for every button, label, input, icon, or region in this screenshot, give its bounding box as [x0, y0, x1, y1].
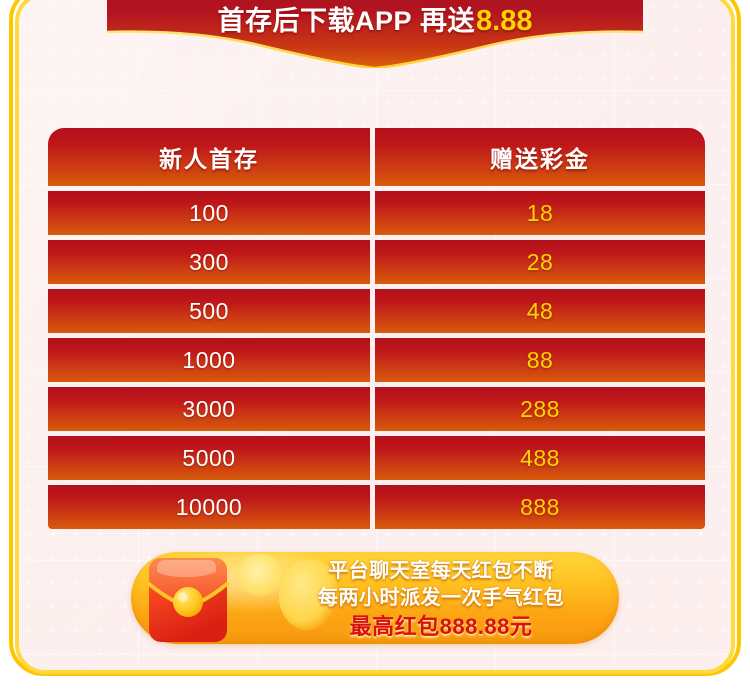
deposit-value: 300	[189, 248, 229, 275]
table-cell-deposit: 10000	[48, 485, 370, 529]
deposit-value: 10000	[175, 493, 243, 520]
pill-highlight-blob-small	[237, 554, 283, 596]
ribbon-shape-svg	[107, 0, 643, 68]
packet-line-1: 平台聊天室每天红包不断	[328, 559, 554, 582]
bonus-value: 88	[526, 346, 554, 373]
table-cell-bonus: 88	[375, 338, 705, 382]
packet-line-3: 最高红包888.88元	[349, 613, 533, 639]
table-cell-bonus: 888	[375, 485, 705, 529]
table-cell-deposit: 3000	[48, 387, 370, 431]
bonus-value: 28	[526, 248, 554, 275]
bonus-value: 888	[520, 493, 560, 520]
red-envelope-icon	[147, 558, 229, 642]
table-cell-deposit: 500	[48, 289, 370, 333]
prize-table: 新人首存 赠送彩金 100 18 300 28 500	[48, 128, 705, 529]
bonus-value: 48	[526, 297, 554, 324]
table-row: 100 18	[48, 191, 705, 235]
ribbon-bonus-amount: 8.88	[476, 5, 533, 37]
background-panel	[19, 0, 731, 670]
ribbon-title-suffix: 再送	[420, 6, 476, 36]
deposit-value: 1000	[182, 346, 236, 373]
bonus-value: 18	[526, 199, 554, 226]
table-cell-bonus: 18	[375, 191, 705, 235]
header-ribbon: 首存后下载APP 再送 8.88	[107, 0, 643, 68]
table-header-row: 新人首存 赠送彩金	[48, 128, 705, 186]
packet-text-block: 平台聊天室每天红包不断 每两小时派发一次手气红包 最高红包888.88元	[271, 556, 611, 642]
ribbon-title: 首存后下载APP 再送 8.88	[107, 0, 643, 44]
deposit-value: 100	[189, 199, 229, 226]
red-packet-banner: 平台聊天室每天红包不断 每两小时派发一次手气红包 最高红包888.88元	[131, 546, 619, 654]
deposit-value: 5000	[182, 444, 236, 471]
table-header-bonus-label: 赠送彩金	[490, 146, 590, 172]
table-header-deposit-label: 新人首存	[159, 146, 259, 172]
table-header-deposit: 新人首存	[48, 128, 370, 186]
table-cell-deposit: 5000	[48, 436, 370, 480]
table-row: 5000 488	[48, 436, 705, 480]
packet-line-2: 每两小时派发一次手气红包	[318, 586, 564, 609]
pill-highlight-blob	[279, 560, 337, 630]
table-row: 3000 288	[48, 387, 705, 431]
table-cell-bonus: 288	[375, 387, 705, 431]
table-row: 10000 888	[48, 485, 705, 529]
table-cell-deposit: 1000	[48, 338, 370, 382]
bonus-value: 488	[520, 444, 560, 471]
table-row: 300 28	[48, 240, 705, 284]
table-header-bonus: 赠送彩金	[375, 128, 705, 186]
table-row: 500 48	[48, 289, 705, 333]
table-cell-deposit: 300	[48, 240, 370, 284]
table-cell-deposit: 100	[48, 191, 370, 235]
table-cell-bonus: 28	[375, 240, 705, 284]
deposit-value: 500	[189, 297, 229, 324]
table-cell-bonus: 48	[375, 289, 705, 333]
table-row: 1000 88	[48, 338, 705, 382]
deposit-value: 3000	[182, 395, 236, 422]
ribbon-title-prefix: 首存后下载APP	[217, 6, 413, 36]
table-cell-bonus: 488	[375, 436, 705, 480]
bonus-value: 288	[520, 395, 560, 422]
